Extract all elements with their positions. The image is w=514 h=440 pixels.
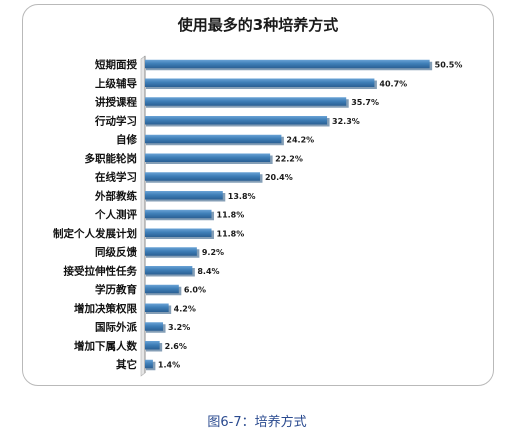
value-label: 8.4%	[197, 267, 219, 276]
bar	[145, 303, 169, 312]
category-label: 行动学习	[94, 114, 137, 127]
category-label: 接受拉伸性任务	[64, 264, 138, 277]
value-label: 11.8%	[217, 211, 245, 220]
bar	[145, 247, 197, 256]
category-label: 增加决策权限	[74, 302, 137, 315]
bar	[145, 209, 212, 219]
category-label: 外部教练	[94, 189, 137, 202]
bar	[145, 59, 430, 69]
bar	[145, 284, 179, 294]
bar	[145, 228, 212, 237]
category-label: 讲授课程	[95, 96, 137, 109]
value-label: 13.8%	[228, 192, 256, 201]
value-label: 2.6%	[165, 342, 187, 351]
value-label: 40.7%	[379, 79, 407, 88]
value-label: 9.2%	[202, 248, 224, 257]
category-label: 短期面授	[95, 58, 137, 71]
category-label: 国际外派	[95, 321, 137, 334]
bar	[145, 153, 271, 162]
bar	[145, 172, 260, 181]
value-label: 4.2%	[174, 304, 196, 313]
value-label: 32.3%	[332, 117, 360, 126]
value-label: 24.2%	[286, 136, 314, 145]
category-label: 上级辅导	[95, 77, 137, 90]
bar	[145, 78, 375, 87]
value-label: 1.4%	[158, 361, 180, 370]
category-label: 自修	[116, 133, 137, 146]
axis-wall	[140, 55, 146, 377]
chart-title: 使用最多的3种培养方式	[177, 16, 339, 34]
category-label: 同级反馈	[95, 246, 137, 259]
bar	[145, 266, 193, 275]
value-label: 6.0%	[184, 286, 206, 295]
category-label: 多职能轮岗	[85, 152, 138, 165]
value-label: 22.2%	[275, 154, 303, 163]
bar	[145, 359, 153, 369]
value-label: 11.8%	[217, 229, 245, 238]
bar	[145, 191, 223, 200]
category-label: 在线学习	[95, 171, 137, 184]
category-label: 制定个人发展计划	[53, 227, 137, 240]
category-label: 增加下属人数	[74, 339, 137, 352]
bar	[145, 341, 160, 350]
bar	[145, 322, 164, 331]
value-label: 3.2%	[168, 323, 190, 332]
bar	[145, 134, 282, 144]
category-label: 学历教育	[95, 283, 137, 296]
figure-caption: 图6-7：培养方式	[207, 415, 307, 430]
value-label: 20.4%	[265, 173, 293, 182]
category-label: 个人测评	[94, 208, 137, 221]
value-label: 35.7%	[351, 98, 379, 107]
value-label: 50.5%	[435, 61, 463, 70]
bar	[145, 116, 328, 125]
category-label: 其它	[116, 358, 137, 371]
bar	[145, 97, 347, 106]
